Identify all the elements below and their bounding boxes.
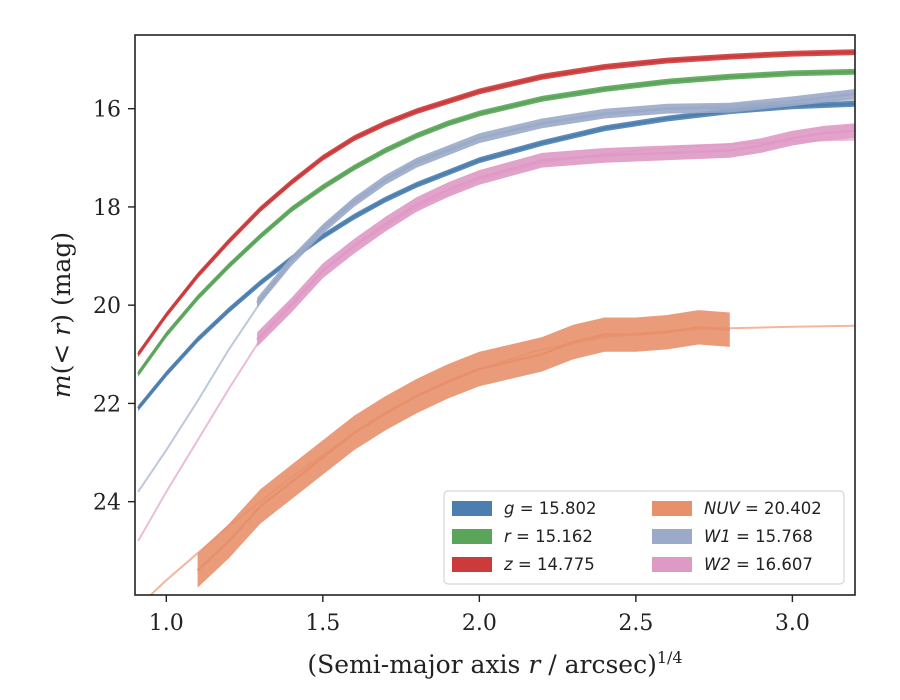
legend-swatch <box>652 529 692 544</box>
legend-label: W2 = 16.607 <box>704 555 813 574</box>
series-3-band <box>197 310 730 588</box>
series-1-line <box>137 70 855 375</box>
y-axis-label: m(< r) (mag) <box>47 232 76 398</box>
series-2-line <box>137 51 855 355</box>
legend-swatch <box>452 501 492 516</box>
legend-swatch <box>652 557 692 572</box>
x-tick-label: 3.0 <box>775 611 810 636</box>
x-tick-label: 2.5 <box>618 611 653 636</box>
legend-label: z = 14.775 <box>503 555 595 574</box>
y-tick-label: 22 <box>93 392 121 417</box>
legend-entries: g = 15.802 r = 15.162 z = 14.775 NUV = 20.4… <box>452 499 822 574</box>
legend-swatch <box>452 557 492 572</box>
x-tick-label: 1.5 <box>305 611 340 636</box>
y-tick-label: 18 <box>93 196 121 221</box>
y-tick-label: 24 <box>93 491 121 516</box>
series-5-band <box>257 123 855 347</box>
legend-swatch <box>652 501 692 516</box>
y-tick-label: 16 <box>93 98 121 123</box>
series-0-line <box>137 102 855 410</box>
x-tick-label: 2.0 <box>462 611 497 636</box>
y-axis: 16 18 20 22 24 <box>93 98 135 516</box>
series-4-line <box>256 92 855 304</box>
series-2-band <box>138 49 855 358</box>
legend-label: NUV = 20.402 <box>704 499 822 518</box>
legend-swatch <box>452 529 492 544</box>
legend-label: r = 15.162 <box>504 527 593 546</box>
legend-box <box>443 490 845 585</box>
legend-label: g = 15.802 <box>504 499 597 518</box>
plot-frame <box>134 34 856 596</box>
series-5-line <box>256 129 855 341</box>
x-tick-label: 1.0 <box>149 611 184 636</box>
series-layer <box>137 49 855 595</box>
x-axis: 1.0 1.5 2.0 2.5 3.0 <box>149 595 810 636</box>
series-5-model-line <box>137 138 855 542</box>
y-tick-label: 20 <box>93 294 121 319</box>
legend-label: W1 = 15.768 <box>704 527 813 546</box>
legend: g = 15.802 r = 15.162 z = 14.775 NUV = 20.4… <box>443 490 845 585</box>
series-3-line <box>196 326 730 572</box>
x-axis-label: (Semi-major axis r / arcsec)1/4 <box>307 648 682 679</box>
